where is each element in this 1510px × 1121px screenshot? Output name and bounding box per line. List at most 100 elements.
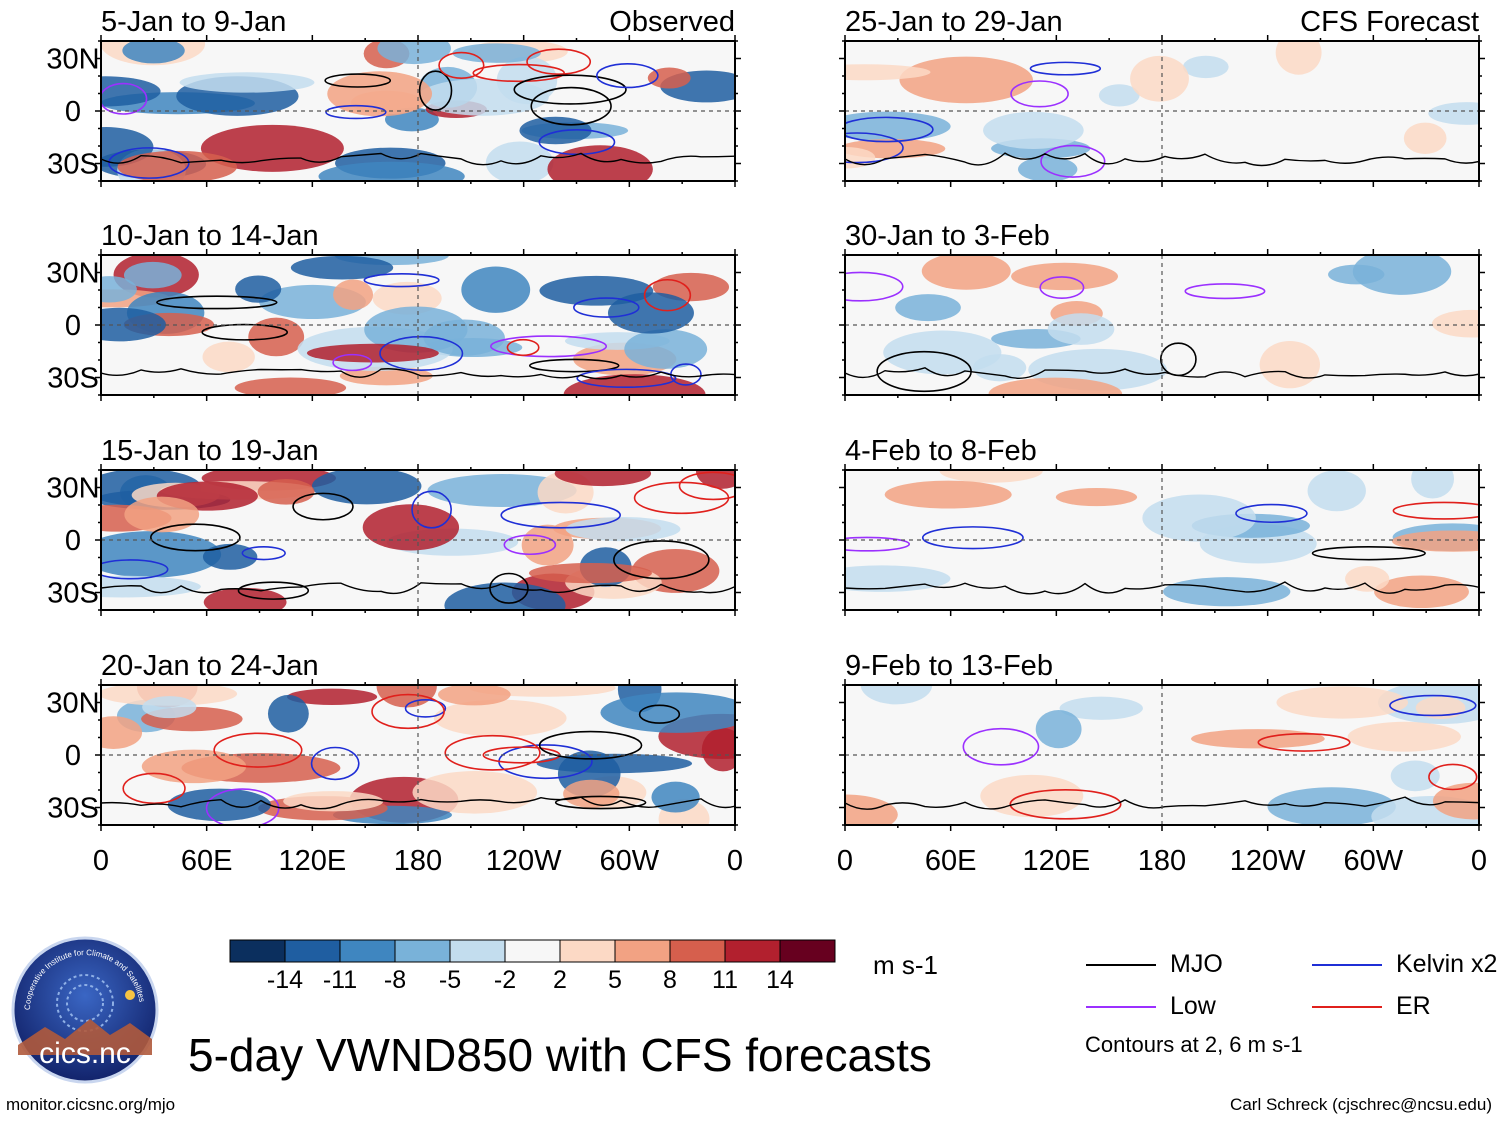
wind-anomaly-field (845, 685, 1479, 825)
mjo-contour (101, 368, 735, 380)
anomaly-blob (1182, 55, 1229, 79)
legend-line-mjo (1086, 963, 1156, 966)
map-panel: 25-Jan to 29-Jan CFS Forecast (839, 6, 1485, 187)
contour-line (1311, 546, 1426, 561)
anomaly-blob (600, 692, 735, 733)
legend-item-kelvin: Kelvin x2 (1312, 950, 1497, 979)
contour-line (363, 272, 440, 288)
anomaly-blob (921, 255, 1011, 290)
anomaly-blob (1345, 566, 1390, 592)
anomaly-blob (1191, 729, 1325, 749)
x-tick-label: 60E (925, 845, 977, 877)
y-tick-label: 0 (65, 96, 81, 128)
y-tick-label: 30N (46, 258, 99, 290)
panel-corner-label: CFS Forecast (1300, 6, 1479, 38)
contour-line (201, 323, 289, 341)
contour-line (101, 559, 169, 580)
anomaly-blob (1432, 782, 1479, 820)
anomaly-blob (167, 788, 271, 822)
contour-line (638, 704, 681, 724)
x-tick-label: 180 (1138, 845, 1186, 877)
contour-line (1009, 788, 1122, 820)
contour-line (101, 82, 148, 115)
x-tick-label: 0 (1471, 845, 1487, 877)
panel-title: 15-Jan to 19-Jan (101, 435, 319, 467)
legend-item-er: ER (1312, 992, 1431, 1021)
contour-line (643, 278, 692, 312)
main-title: 5-day VWND850 with CFS forecasts (188, 1029, 932, 1081)
x-tick-label: 120W (1230, 845, 1306, 877)
map-panel: 4-Feb to 8-Feb (839, 435, 1485, 616)
anomaly-blob (437, 685, 511, 706)
mjo-contour (101, 796, 735, 810)
contour-line (156, 295, 278, 310)
anomaly-blob (333, 279, 374, 310)
anomaly-blob (376, 685, 437, 708)
contour-line (472, 63, 565, 83)
contour-note: Contours at 2, 6 m s-1 (1085, 1032, 1303, 1057)
legend-line-low (1086, 1005, 1156, 1008)
contour-line (526, 48, 592, 76)
contour-line (528, 358, 620, 373)
anomaly-blob (521, 524, 574, 566)
colorbar-label: -5 (439, 966, 461, 994)
anomaly-blob (124, 496, 200, 533)
anomaly-blob (1276, 686, 1409, 719)
y-tick-label: 30N (46, 473, 99, 505)
footer-url: monitor.cicsnc.org/mjo (6, 1095, 176, 1114)
anomaly-blob (554, 470, 652, 487)
anomaly-blob (122, 41, 185, 64)
wind-anomaly-field (845, 41, 1479, 181)
anomaly-blob (433, 699, 567, 737)
colorbar-swatch (229, 939, 286, 963)
anomaly-blob (461, 266, 531, 313)
anomaly-blob (1055, 487, 1138, 507)
x-tick-label: 120E (1022, 845, 1090, 877)
anomaly-blob (423, 319, 505, 356)
anomaly-blob (1098, 84, 1140, 107)
contour-line (613, 540, 710, 580)
anomaly-blob (1432, 309, 1479, 338)
anomaly-blob (1259, 340, 1320, 389)
anomaly-blob (1059, 696, 1143, 720)
anomaly-blob (1390, 760, 1440, 792)
colorbar-swatch (614, 939, 671, 963)
legend-line-kelvin (1312, 963, 1382, 966)
contour-line (1184, 283, 1266, 300)
contour-line (444, 734, 541, 771)
contour-line (845, 271, 904, 302)
anomaly-blob (528, 562, 652, 584)
contour-line (411, 490, 452, 529)
anomaly-blob (311, 470, 422, 505)
contour-legend: MJO Kelvin x2 Low ER (1086, 950, 1506, 1030)
mjo-contour (845, 581, 1479, 595)
contour-line (490, 335, 608, 358)
colorbar-label: 14 (766, 966, 794, 994)
wind-anomaly-field (845, 470, 1479, 609)
anomaly-blob (142, 696, 197, 719)
contour-line (596, 62, 659, 89)
anomaly-blob (983, 111, 1084, 149)
anomaly-blob (452, 43, 541, 63)
colorbar-label: -11 (323, 966, 357, 994)
panel-title: 30-Jan to 3-Feb (845, 220, 1050, 252)
x-tick-label: 60E (181, 845, 233, 877)
legend-label: Kelvin x2 (1396, 950, 1498, 978)
anomaly-blob (651, 781, 700, 813)
wind-anomaly-field (101, 41, 735, 181)
anomaly-blob (444, 582, 566, 610)
anomaly-blob (306, 343, 439, 363)
wind-anomaly-field (101, 255, 735, 395)
anomaly-blob (417, 78, 549, 116)
contour-line (1428, 763, 1478, 791)
panel-title: 10-Jan to 14-Jan (101, 220, 319, 252)
anomaly-blob (290, 255, 394, 280)
anomaly-blob (1267, 787, 1396, 825)
colorbar-swatch (449, 939, 506, 963)
contour-line (530, 86, 612, 126)
y-tick-label: 30S (47, 578, 99, 610)
anomaly-blob (1415, 696, 1466, 719)
footer-credit: Carl Schreck (cjschrec@ncsu.edu) (1230, 1095, 1492, 1114)
contour-line (1029, 61, 1102, 76)
